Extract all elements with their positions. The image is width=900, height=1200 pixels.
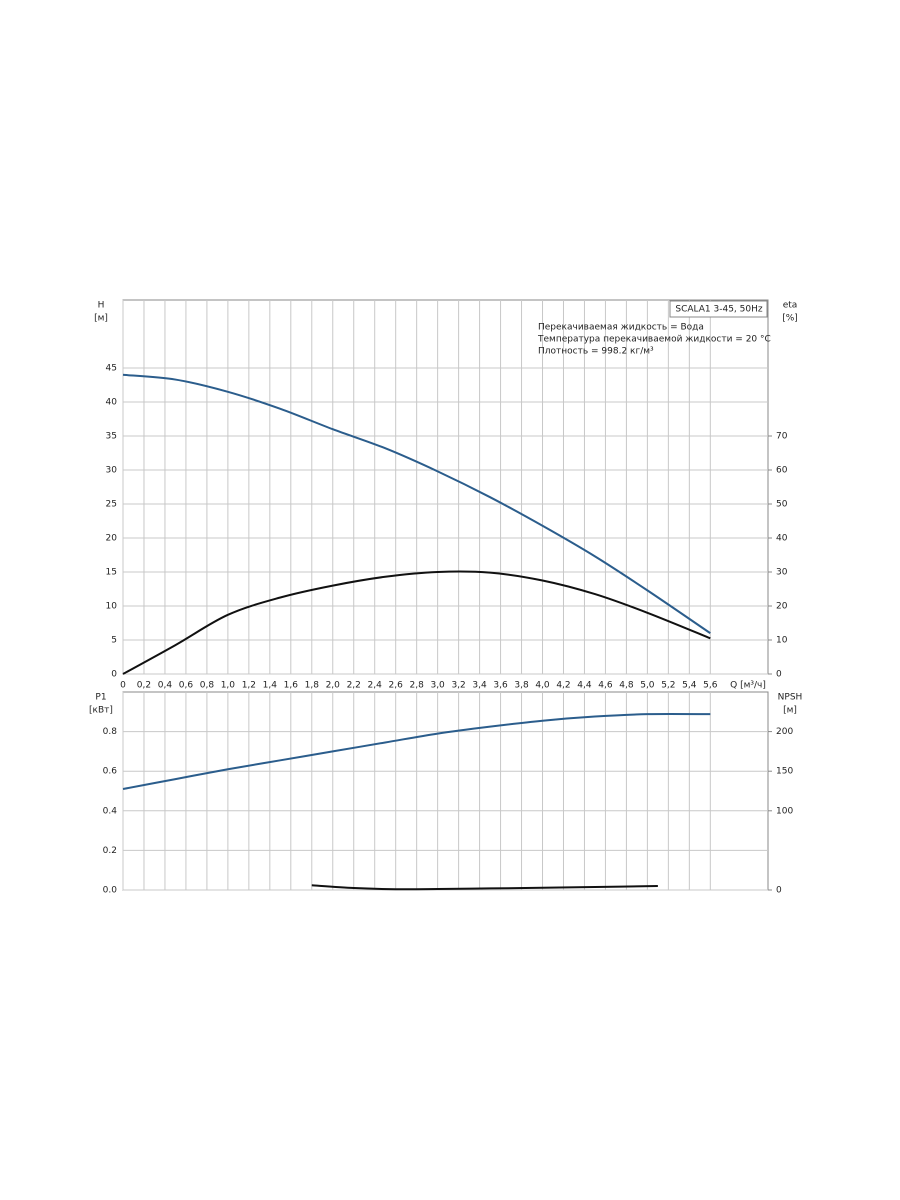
y2-tick-label: 20 [776,602,788,612]
x-tick-label: 5,2 [661,681,675,691]
y2-tick-label: 50 [776,500,788,510]
y-tick-label: 15 [106,568,117,578]
y2-tick-label: 150 [776,767,793,777]
x-tick-label: 2,0 [326,681,341,691]
y2-tick-label: 40 [776,534,788,544]
x-tick-label: 0,4 [158,681,173,691]
x-tick-label: 3,8 [514,681,529,691]
y-tick-label: 5 [111,636,117,646]
y-axis-unit: [м] [94,314,108,324]
y2-axis-unit: [м] [783,706,797,716]
x-tick-label: 1,0 [221,681,236,691]
y-tick-label: 40 [106,398,118,408]
y-tick-label: 0.6 [103,767,118,777]
y-tick-label: 0.2 [103,846,117,856]
curve-h [122,373,711,635]
plot-frame [122,691,769,891]
x-tick-label: 1,6 [284,681,299,691]
x-tick-label: 1,2 [242,681,256,691]
x-tick-label: 2,8 [409,681,424,691]
x-tick-label: 3,0 [430,681,445,691]
y-tick-label: 0 [111,670,117,680]
x-tick-label: 0,2 [137,681,151,691]
x-tick-label: 2,4 [368,681,383,691]
x-tick-label: 1,8 [305,681,320,691]
x-tick-label: 5,0 [640,681,655,691]
curve-p1 [122,713,711,791]
y2-tick-label: 100 [776,806,793,816]
x-axis-label: Q [м³/ч] [730,681,766,691]
y2-tick-label: 0 [776,670,782,680]
y-tick-label: 10 [106,602,118,612]
x-tick-label: 4,8 [619,681,634,691]
info-line: Перекачиваемая жидкость = Вода [538,323,704,333]
y2-tick-label: 70 [776,432,788,442]
x-tick-label: 5,4 [682,681,697,691]
info-line: Температура перекачиваемой жидкости = 20… [537,335,771,345]
y-axis-label: H [98,301,105,311]
y-tick-label: 0.4 [103,806,118,816]
y-tick-label: 0.8 [103,727,118,737]
x-tick-label: 3,4 [472,681,487,691]
x-tick-label: 5,6 [703,681,718,691]
x-tick-label: 2,2 [347,681,361,691]
curve-npsh [311,884,658,891]
x-tick-label: 1,4 [263,681,278,691]
x-tick-label: 4,2 [556,681,570,691]
x-tick-label: 0,8 [200,681,215,691]
y2-axis-label: eta [783,301,798,311]
y-axis-unit: [кВт] [89,706,113,716]
x-tick-label: 4,4 [577,681,592,691]
y-tick-label: 20 [106,534,118,544]
y2-tick-label: 10 [776,636,788,646]
y-tick-label: 35 [106,432,117,442]
y2-axis-label: NPSH [778,693,803,703]
x-tick-label: 4,6 [598,681,613,691]
y-axis-label: P1 [95,693,106,703]
x-tick-label: 0,6 [179,681,194,691]
y-tick-label: 30 [106,466,118,476]
x-tick-label: 2,6 [389,681,404,691]
y2-axis-unit: [%] [782,314,798,324]
y2-tick-label: 30 [776,568,788,578]
x-tick-label: 4,0 [535,681,550,691]
y2-tick-label: 0 [776,886,782,896]
y2-tick-label: 200 [776,727,793,737]
x-tick-label: 0 [120,681,126,691]
info-line: Плотность = 998.2 кг/м³ [538,347,654,357]
curve-eta [122,570,711,675]
chart-title: SCALA1 3-45, 50Hz [675,305,762,315]
y-tick-label: 25 [106,500,117,510]
x-tick-label: 3,2 [451,681,465,691]
y-tick-label: 0.0 [103,886,118,896]
title-box [669,300,768,318]
y2-tick-label: 60 [776,466,788,476]
x-tick-label: 3,6 [493,681,508,691]
y-tick-label: 45 [106,364,117,374]
